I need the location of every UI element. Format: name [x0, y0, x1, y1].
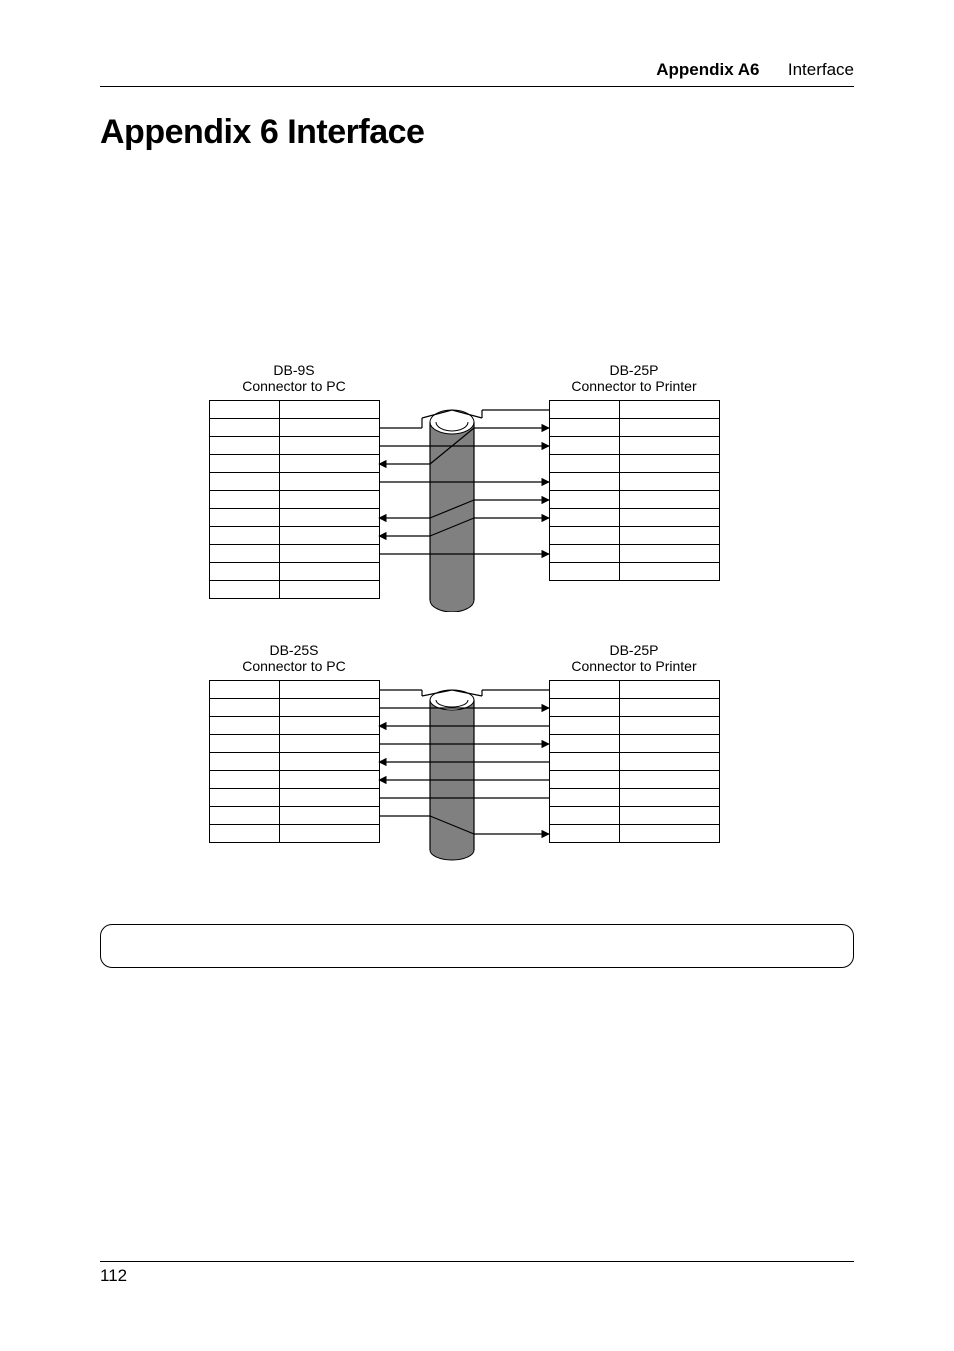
d2-wiring — [100, 652, 854, 862]
note-box — [100, 924, 854, 968]
d1-wiring — [100, 362, 854, 612]
header-section: Interface — [788, 60, 854, 79]
page-content: Appendix A6 Interface Appendix 6 Interfa… — [100, 60, 854, 922]
page-title: Appendix 6 Interface — [100, 113, 854, 152]
page-number: 112 — [100, 1266, 127, 1285]
page-footer: 112 — [100, 1261, 854, 1286]
diagram-area: DB-9S Connector to PC DB-25P Connector t… — [100, 362, 854, 922]
page-header: Appendix A6 Interface — [100, 60, 854, 87]
header-appendix: Appendix A6 — [656, 60, 759, 79]
